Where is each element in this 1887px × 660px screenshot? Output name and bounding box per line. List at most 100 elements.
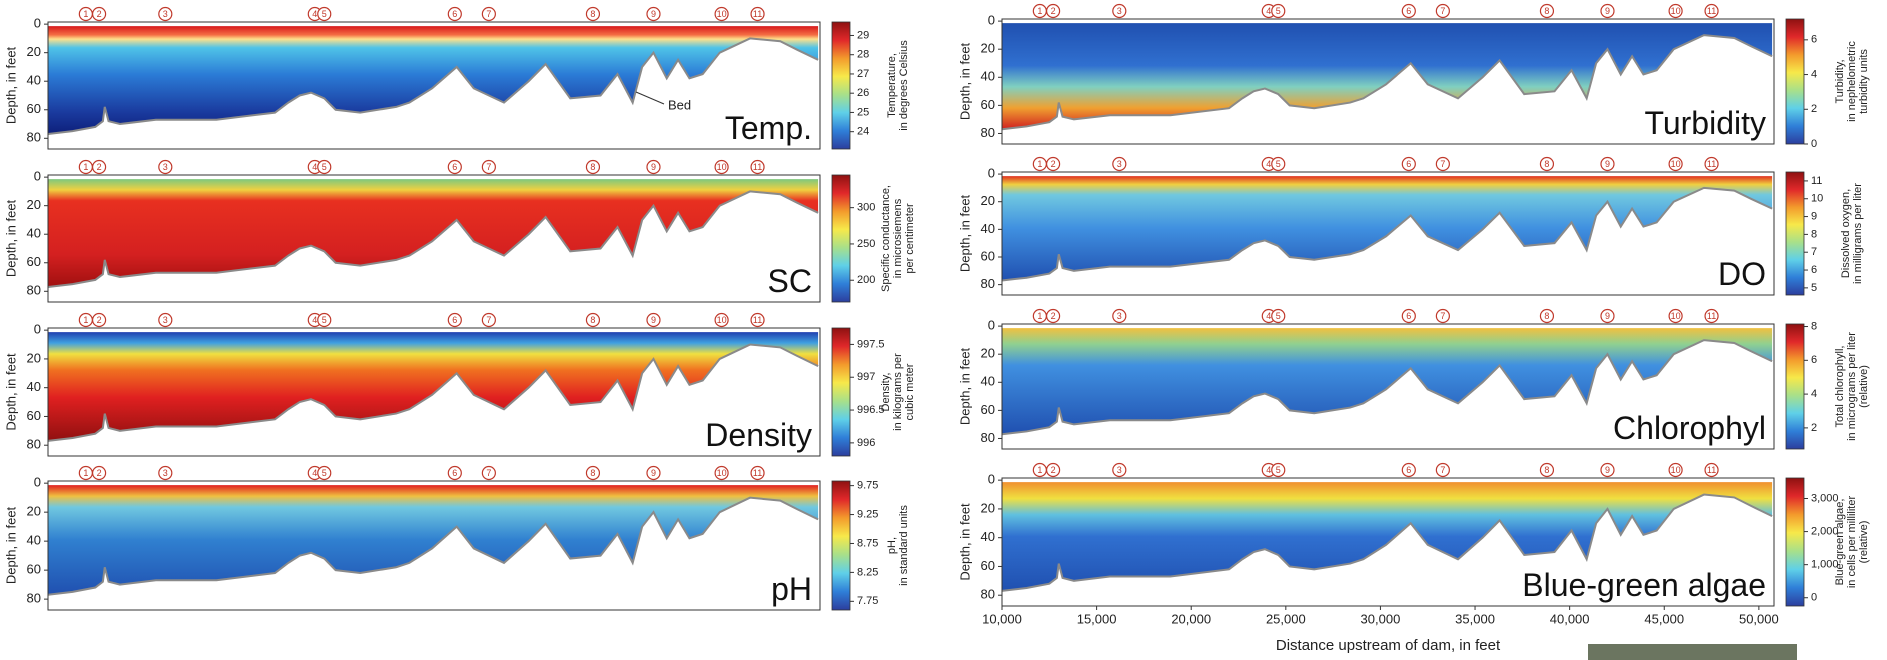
site-marker [750, 159, 765, 175]
colorbar-tick-label: 24 [857, 126, 869, 138]
x-axis-label: Distance upstream of dam, in feet [1276, 637, 1501, 654]
site-label: 4 [1266, 311, 1271, 321]
plot-frame [1001, 18, 1775, 145]
site-marker [447, 465, 462, 481]
x-tick-label: 45,000 [1644, 611, 1684, 626]
colorbar-tick-label: 8.25 [857, 566, 878, 578]
panel-label: Chlorophyl [1613, 410, 1766, 446]
site-label: 3 [1117, 159, 1122, 169]
site-marker [447, 6, 462, 22]
y-tick-label: 60 [981, 558, 995, 573]
site-label: 4 [1266, 465, 1271, 475]
colorbar-tick-label: 996 [857, 437, 875, 449]
y-tick-label: 40 [981, 529, 995, 544]
site-marker [158, 465, 173, 481]
colorbar-tick-label: 6 [1811, 264, 1817, 276]
field [48, 179, 819, 288]
site-label: 2 [1051, 311, 1056, 321]
bed-line [1001, 186, 1773, 282]
site-marker [317, 312, 332, 328]
colorbar-label: Total chlorophyll, [1834, 346, 1846, 428]
colorbar-tick-label: 25 [857, 106, 869, 118]
x-tick-label: 20,000 [1171, 611, 1211, 626]
colorbar-tick-label: 3,000 [1811, 492, 1839, 504]
colorbar [1785, 477, 1805, 607]
site-marker [585, 312, 601, 328]
site-marker [1668, 462, 1683, 478]
colorbar [831, 174, 851, 303]
map-thumbnail [1588, 644, 1797, 660]
site-label: 10 [1671, 465, 1681, 475]
y-tick-label: 80 [981, 125, 995, 140]
colorbar [831, 327, 851, 457]
site-label: 5 [322, 315, 327, 325]
site-marker [481, 312, 496, 328]
y-tick-label: 60 [981, 248, 995, 263]
colorbar-tick-label: 11 [1811, 175, 1822, 187]
site-label: 8 [1544, 311, 1549, 321]
site-label: 10 [717, 315, 727, 325]
site-label: 11 [753, 468, 762, 478]
site-marker [158, 312, 173, 328]
site-marker [1600, 156, 1615, 172]
y-tick-label: 0 [34, 322, 41, 337]
site-label: 8 [590, 9, 595, 19]
site-label: 9 [1605, 465, 1610, 475]
panel-label: pH [771, 571, 812, 607]
colorbar [831, 480, 851, 611]
site-label: 9 [1605, 311, 1610, 321]
site-label: 8 [590, 162, 595, 172]
site-label: 6 [452, 162, 457, 172]
colorbar-label: in cells per milliliter [1846, 496, 1858, 589]
site-marker [1401, 3, 1416, 19]
y-tick-label: 0 [988, 318, 995, 333]
site-label: 3 [163, 9, 168, 19]
panel-label: DO [1718, 256, 1766, 292]
field [1002, 23, 1773, 130]
site-label: 1 [1037, 311, 1042, 321]
colorbar-tick-label: 7.75 [857, 595, 878, 607]
site-marker [1112, 3, 1127, 19]
site-marker [1668, 156, 1683, 172]
colorbar-label: per centimeter [904, 203, 916, 274]
colorbar-label: Specific conductance, [880, 185, 892, 292]
site-marker [714, 159, 729, 175]
site-marker [447, 159, 462, 175]
y-tick-label: 40 [27, 73, 41, 88]
colorbar-tick-label: 10 [1811, 193, 1823, 205]
y-tick-label: 20 [981, 500, 995, 515]
site-marker [1401, 308, 1416, 324]
site-label: 7 [1440, 311, 1445, 321]
colorbar-tick-label: 1,000 [1811, 559, 1839, 571]
colorbar-label: Dissolved oxygen, [1840, 189, 1852, 278]
y-tick-label: 20 [981, 346, 995, 361]
y-tick-label: 20 [27, 44, 41, 59]
site-label: 4 [312, 315, 317, 325]
plot-frame [47, 480, 821, 611]
colorbar-tick-label: 6 [1811, 354, 1817, 366]
site-marker [750, 312, 765, 328]
y-axis-label: Depth, in feet [3, 199, 18, 277]
site-marker [646, 465, 661, 481]
site-label: 11 [753, 9, 762, 19]
field [48, 485, 819, 595]
site-marker [1704, 308, 1719, 324]
site-marker [91, 159, 107, 175]
site-marker [1271, 3, 1286, 19]
colorbar-tick-label: 300 [857, 202, 875, 214]
bed-line [1001, 34, 1773, 131]
site-label: 5 [1276, 465, 1281, 475]
site-marker [1271, 462, 1286, 478]
panel-label: Density [705, 417, 812, 453]
site-label: 3 [163, 162, 168, 172]
plot-frame [47, 327, 821, 457]
bed-leader [635, 91, 665, 105]
colorbar-tick-label: 8.75 [857, 537, 878, 549]
site-label: 8 [590, 468, 595, 478]
plot-frame [1001, 477, 1775, 607]
colorbar-label: in milligrams per liter [1852, 183, 1864, 284]
colorbar-tick-label: 250 [857, 238, 875, 250]
site-marker [714, 6, 729, 22]
y-tick-label: 0 [988, 166, 995, 181]
site-label: 7 [486, 468, 491, 478]
